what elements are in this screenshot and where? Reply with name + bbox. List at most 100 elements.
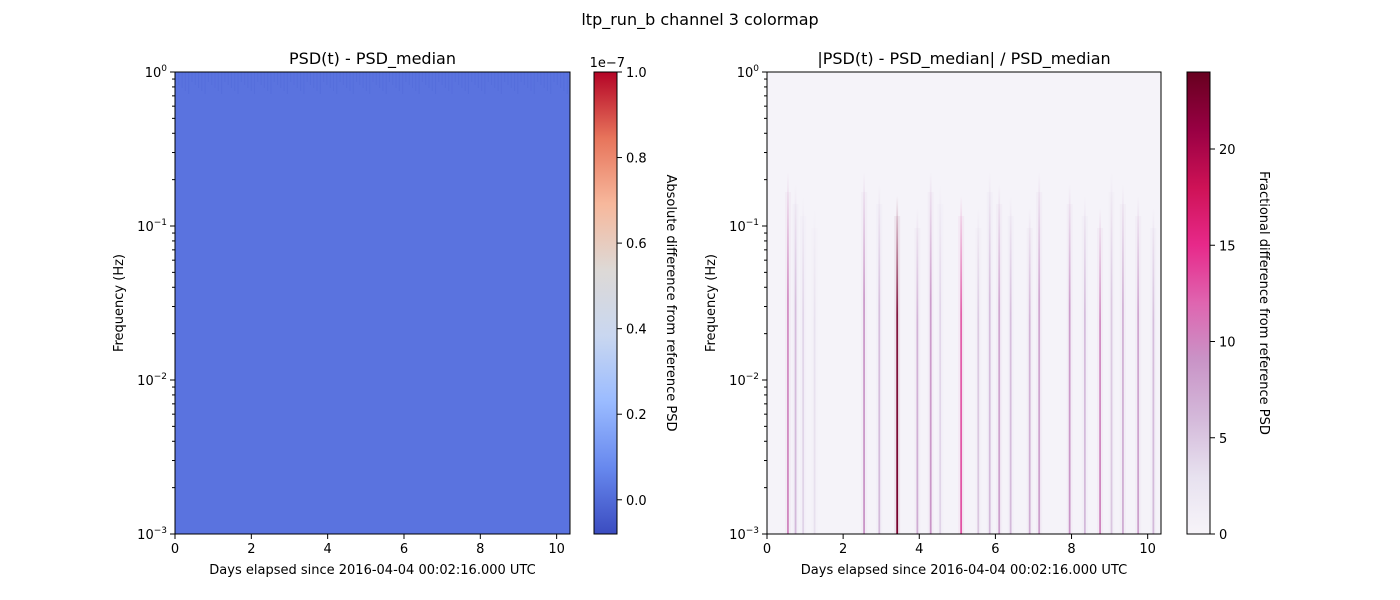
- colorbar-tick-label: 0.0: [626, 494, 647, 509]
- spike-halo: [1108, 192, 1115, 534]
- spike-line: [1038, 172, 1041, 534]
- y-tick-label: 10−3: [729, 526, 759, 543]
- spike-line: [1028, 208, 1031, 534]
- x-tick-label: 2: [247, 542, 255, 557]
- x-axis-label: Days elapsed since 2016-04-04 00:02:16.0…: [209, 563, 535, 578]
- heatmap-texture-stripe: [395, 72, 397, 88]
- heatmap-texture-stripe: [405, 72, 407, 82]
- heatmap-texture-stripe: [461, 72, 463, 88]
- heatmap-texture-stripe: [263, 72, 265, 88]
- colorbar-tick-label: 15: [1219, 239, 1236, 254]
- heatmap-texture-stripe: [520, 72, 522, 82]
- heatmap-texture-stripe: [270, 72, 272, 94]
- spike-line: [794, 184, 797, 534]
- spike-line: [1068, 184, 1071, 534]
- colorbar-label: Absolute difference from reference PSD: [663, 174, 678, 431]
- spike-halo: [1150, 228, 1157, 534]
- heatmap-texture-stripe: [523, 72, 525, 85]
- figure-title: ltp_run_b channel 3 colormap: [581, 10, 819, 29]
- y-tick-label: 10−2: [137, 372, 167, 389]
- heatmap-texture-stripe: [254, 72, 255, 94]
- x-tick-label: 2: [839, 542, 847, 557]
- x-tick-label: 0: [763, 542, 771, 557]
- heatmap-texture-stripe: [227, 72, 229, 85]
- heatmap-texture-stripe: [560, 72, 562, 88]
- heatmap-texture-stripe: [303, 72, 305, 94]
- y-axis-label: Frequency (Hz): [704, 254, 719, 352]
- spike-line: [977, 208, 980, 534]
- heatmap-texture-stripe: [198, 72, 200, 88]
- spike-line: [787, 172, 789, 534]
- spike-line: [960, 196, 963, 534]
- spike-halo: [986, 192, 993, 534]
- heatmap-texture-stripe: [435, 72, 437, 94]
- spike-halo: [861, 192, 868, 534]
- heatmap-texture-stripe: [510, 72, 512, 88]
- heatmap-texture-stripe: [372, 72, 374, 82]
- heatmap-texture-stripe: [533, 72, 535, 94]
- heatmap-texture-stripe: [346, 72, 348, 88]
- heatmap-texture-stripe: [500, 72, 502, 94]
- heatmap-texture-stripe: [504, 72, 506, 82]
- heatmap-texture-stripe: [425, 72, 427, 85]
- heatmap-texture-stripe: [484, 72, 486, 94]
- x-tick-label: 4: [915, 542, 923, 557]
- heatmap-texture-stripe: [277, 72, 279, 85]
- heatmap-texture-stripe: [273, 72, 275, 82]
- heatmap-texture-stripe: [362, 72, 364, 88]
- spike-line: [998, 184, 1001, 534]
- heatmap-texture-stripe: [441, 72, 443, 85]
- spike-halo: [1026, 228, 1033, 534]
- x-tick-label: 10: [548, 542, 565, 557]
- colorbar-tick-label: 0.4: [626, 323, 647, 338]
- spike-halo: [914, 228, 921, 534]
- spike-halo: [894, 216, 901, 534]
- spike-halo: [927, 192, 934, 534]
- spike-halo: [792, 204, 799, 534]
- heatmap-texture-stripe: [431, 72, 433, 91]
- heatmap-texture-stripe: [319, 72, 321, 94]
- heatmap-texture-stripe: [514, 72, 516, 91]
- heatmap-texture-stripe: [342, 72, 344, 85]
- heatmap-texture-stripe: [402, 72, 404, 94]
- heatmap-texture-stripe: [333, 72, 334, 91]
- heatmap-texture-stripe: [398, 72, 400, 91]
- spike-halo: [958, 216, 965, 534]
- spike-line: [1110, 172, 1113, 534]
- heatmap-texture-stripe: [188, 72, 190, 94]
- heatmap-texture-stripe: [375, 72, 377, 85]
- heatmap-texture-stripe: [444, 72, 446, 88]
- heatmap-texture-stripe: [293, 72, 295, 85]
- spike-halo: [1036, 192, 1043, 534]
- heatmap-texture-stripe: [546, 72, 548, 91]
- x-tick-label: 0: [171, 542, 179, 557]
- colorbar-offset-label: 1e−7: [590, 56, 625, 71]
- heatmap-texture-stripe: [326, 72, 328, 85]
- heatmap-texture-stripe: [244, 72, 246, 85]
- heatmap-texture-stripe: [388, 72, 390, 82]
- heatmap-texture-stripe: [464, 72, 466, 91]
- heatmap-texture-stripe: [286, 72, 288, 94]
- heatmap-texture-stripe: [491, 72, 492, 85]
- spike-halo: [1119, 204, 1126, 534]
- heatmap-texture-stripe: [412, 72, 413, 88]
- plot-frame: [766, 71, 1162, 535]
- heatmap-texture-stripe: [336, 72, 338, 94]
- spike-line: [896, 196, 899, 534]
- heatmap-texture-stripe: [250, 72, 252, 91]
- colorbar: [594, 72, 617, 534]
- x-axis-label: Days elapsed since 2016-04-04 00:02:16.0…: [801, 563, 1127, 578]
- heatmap-texture-stripe: [323, 72, 325, 82]
- heatmap-texture-stripe: [359, 72, 361, 85]
- heatmap-texture-stripe: [497, 72, 499, 91]
- spike-line: [802, 196, 805, 534]
- heatmap-texture-stripe: [313, 72, 315, 88]
- heatmap-texture-stripe: [556, 72, 558, 85]
- heatmap-texture-stripe: [329, 72, 331, 88]
- y-tick-label: 10−3: [137, 526, 167, 543]
- heatmap-texture-stripe: [283, 72, 285, 91]
- spike-halo: [1135, 216, 1142, 534]
- heatmap-texture-stripe: [365, 72, 367, 91]
- x-tick-label: 4: [324, 542, 332, 557]
